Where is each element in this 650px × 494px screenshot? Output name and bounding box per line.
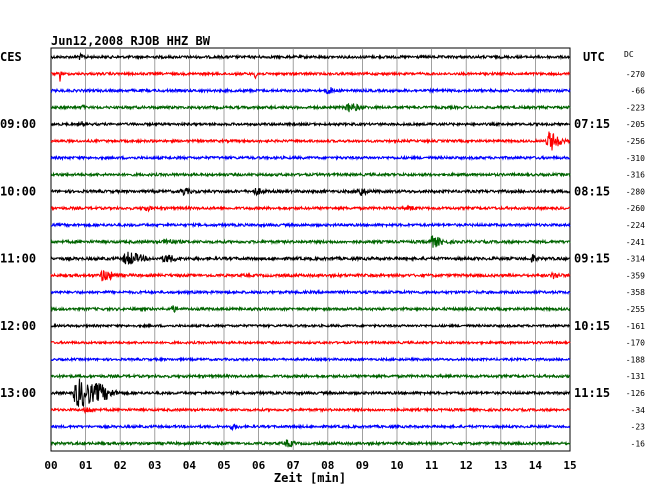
seismic-trace-1 xyxy=(50,51,571,61)
dc-value: -34 xyxy=(631,406,646,415)
x-tick-label: 05 xyxy=(217,459,230,472)
dc-value: -23 xyxy=(631,423,646,432)
x-tick-label: 10 xyxy=(390,459,403,472)
dc-value: -260 xyxy=(626,204,645,213)
seismic-trace-5 xyxy=(50,120,571,128)
x-tick-label: 04 xyxy=(183,459,197,472)
dc-value: -314 xyxy=(626,255,645,264)
x-tick-label: 03 xyxy=(148,459,161,472)
seismic-trace-4 xyxy=(50,103,571,113)
x-tick-label: 15 xyxy=(563,459,576,472)
left-hour-label: 09:00 xyxy=(0,117,36,131)
dc-value: -205 xyxy=(626,120,645,129)
seismic-trace-12 xyxy=(50,235,571,248)
left-hour-label: 10:00 xyxy=(0,184,36,198)
seismic-trace-9 xyxy=(50,187,571,197)
seismic-trace-15 xyxy=(50,288,571,296)
seismic-trace-17 xyxy=(50,322,571,329)
seismic-trace-19 xyxy=(50,356,571,363)
right-hour-label: 11:15 xyxy=(574,386,610,400)
x-tick-label: 02 xyxy=(114,459,127,472)
seismic-trace-2 xyxy=(50,70,571,82)
chart-title: Jun12,2008 RJOB HHZ BW xyxy=(51,34,211,48)
seismic-trace-7 xyxy=(50,154,571,162)
seismic-trace-23 xyxy=(50,423,571,432)
seismic-trace-16 xyxy=(50,305,571,313)
seismic-trace-22 xyxy=(50,406,571,415)
dc-value: -224 xyxy=(626,221,645,230)
seismic-trace-11 xyxy=(50,221,571,229)
right-hour-label: 09:15 xyxy=(574,252,610,266)
grid-lines xyxy=(85,48,536,451)
seismic-trace-8 xyxy=(50,171,571,178)
dc-value: -310 xyxy=(626,154,645,163)
plot-frame xyxy=(50,47,571,452)
left-hour-label: 11:00 xyxy=(0,252,36,266)
x-tick-label: 06 xyxy=(252,459,266,472)
left-zone-label: CES xyxy=(0,50,22,64)
seismic-trace-21 xyxy=(50,378,571,408)
dc-header: DC xyxy=(624,50,634,59)
right-hour-label: 07:15 xyxy=(574,117,610,131)
dc-value: -255 xyxy=(626,305,645,314)
left-hour-label: 12:00 xyxy=(0,319,36,333)
dc-value: -256 xyxy=(626,137,645,146)
right-hour-label: 08:15 xyxy=(574,184,610,198)
dc-value: -188 xyxy=(626,355,645,364)
x-tick-label: 09 xyxy=(356,459,369,472)
dc-value: -223 xyxy=(626,103,645,112)
left-hour-label: 13:00 xyxy=(0,386,36,400)
x-axis-label: Zeit [min] xyxy=(274,471,346,485)
traces xyxy=(50,51,571,448)
seismic-trace-24 xyxy=(50,439,571,448)
x-tick-label: 11 xyxy=(425,459,439,472)
dc-value: -161 xyxy=(626,322,645,331)
x-tick-label: 14 xyxy=(529,459,543,472)
seismic-trace-14 xyxy=(50,269,571,282)
right-zone-label: UTC xyxy=(583,50,605,64)
x-tick-label: 13 xyxy=(494,459,507,472)
seismic-trace-6 xyxy=(50,131,571,151)
seismic-trace-13 xyxy=(50,251,571,266)
dc-value: -126 xyxy=(626,389,645,398)
x-tick-label: 08 xyxy=(321,459,334,472)
x-tick-label: 01 xyxy=(79,459,93,472)
dc-value: -270 xyxy=(626,70,645,79)
right-hour-label: 10:15 xyxy=(574,319,610,333)
dc-value: -131 xyxy=(626,372,645,381)
seismic-trace-10 xyxy=(50,204,571,213)
dc-value: -16 xyxy=(631,439,646,448)
dc-value: -66 xyxy=(631,87,646,96)
dc-value: -170 xyxy=(626,339,645,348)
seismic-trace-18 xyxy=(50,339,571,346)
dc-value: -358 xyxy=(626,288,645,297)
labels: 00 01 02 03 04 05 06 07 08 09 10 11 12 13 14 15 09:00 10:… xyxy=(0,70,645,472)
x-tick-label: 12 xyxy=(460,459,473,472)
x-tick-label: 07 xyxy=(287,459,300,472)
seismic-trace-20 xyxy=(50,372,571,380)
dc-value: -280 xyxy=(626,187,645,196)
dc-value: -359 xyxy=(626,271,645,280)
dc-value: -316 xyxy=(626,171,645,180)
seismic-trace-3 xyxy=(50,87,571,95)
x-tick-label: 00 xyxy=(44,459,57,472)
dc-value: -241 xyxy=(626,238,645,247)
